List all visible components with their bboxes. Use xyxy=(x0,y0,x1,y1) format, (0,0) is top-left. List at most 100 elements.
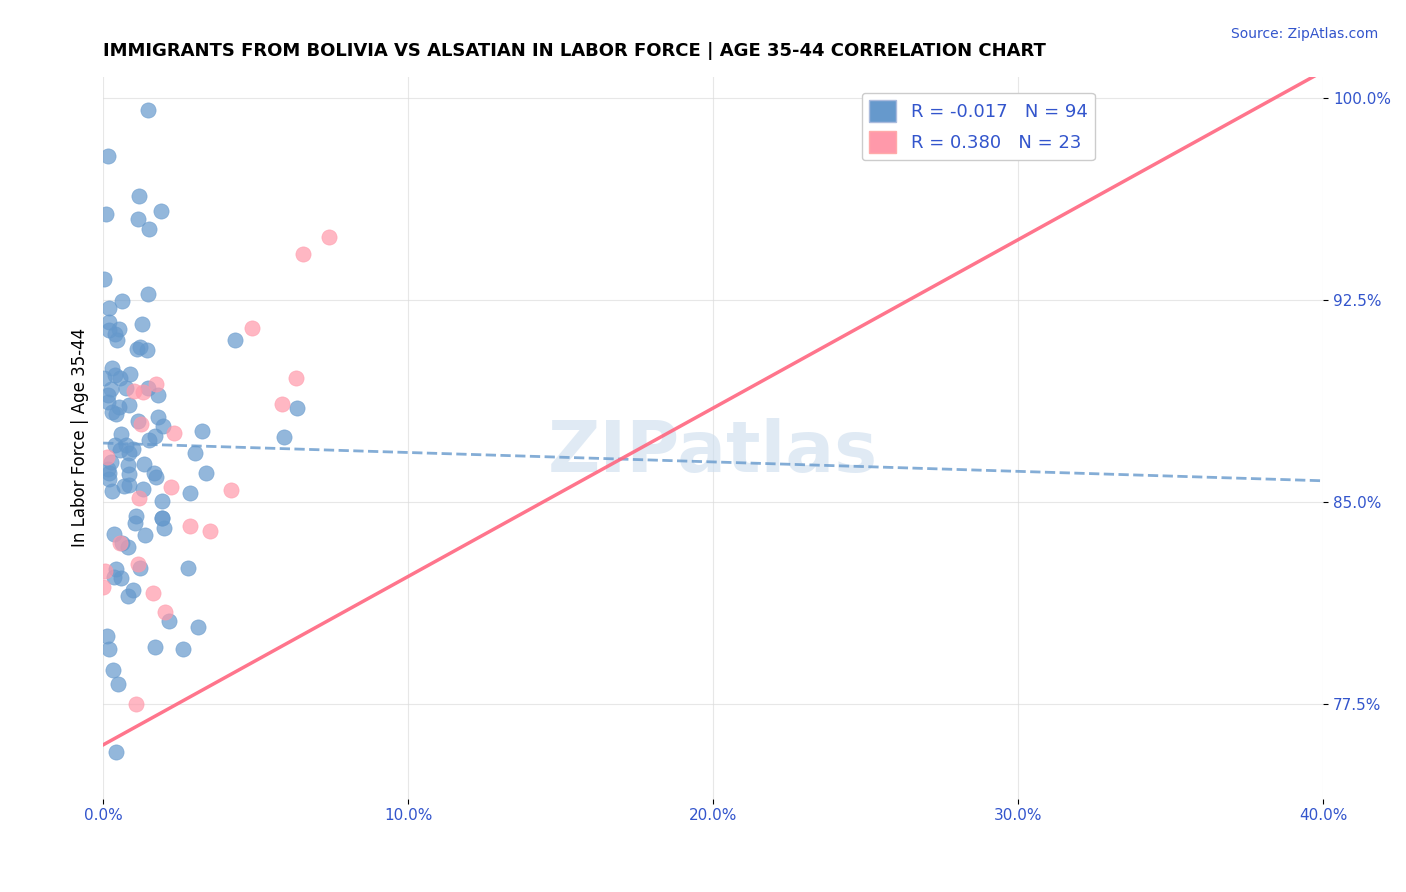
Point xyxy=(138,434,160,448)
Point xyxy=(96,395,118,409)
Point xyxy=(146,409,169,424)
Point xyxy=(136,103,159,117)
Point xyxy=(152,419,174,434)
Point xyxy=(98,301,121,316)
Point xyxy=(124,384,146,398)
Point xyxy=(128,561,150,575)
Point xyxy=(104,745,127,759)
Point xyxy=(159,479,181,493)
Point xyxy=(138,222,160,236)
Point xyxy=(127,211,149,226)
Point xyxy=(143,640,166,654)
Point xyxy=(122,846,145,860)
Point xyxy=(145,470,167,484)
Point xyxy=(285,401,308,416)
Point xyxy=(179,519,201,533)
Point xyxy=(98,466,121,480)
Point xyxy=(128,491,150,505)
Point xyxy=(103,526,125,541)
Point xyxy=(94,207,117,221)
Text: Source: ZipAtlas.com: Source: ZipAtlas.com xyxy=(1230,27,1378,41)
Point xyxy=(97,461,120,475)
Point xyxy=(111,536,134,550)
Point xyxy=(118,446,141,460)
Point xyxy=(153,605,176,619)
Point xyxy=(184,446,207,460)
Point xyxy=(118,368,141,382)
Point xyxy=(194,467,217,481)
Point xyxy=(145,429,167,443)
Point xyxy=(224,333,246,347)
Point xyxy=(117,467,139,481)
Text: ZIPatlas: ZIPatlas xyxy=(548,417,879,487)
Point xyxy=(105,561,128,575)
Point xyxy=(115,381,138,395)
Point xyxy=(97,149,120,163)
Point xyxy=(131,317,153,331)
Point xyxy=(150,511,173,525)
Point xyxy=(115,438,138,452)
Point xyxy=(145,376,167,391)
Point xyxy=(150,494,173,508)
Point xyxy=(104,438,127,452)
Point xyxy=(96,450,118,464)
Point xyxy=(271,397,294,411)
Point xyxy=(104,368,127,382)
Point xyxy=(124,516,146,531)
Point xyxy=(117,458,139,472)
Point xyxy=(108,535,131,549)
Point xyxy=(122,582,145,597)
Point xyxy=(125,342,148,356)
Point xyxy=(111,293,134,308)
Point xyxy=(191,424,214,438)
Point xyxy=(100,360,122,375)
Point xyxy=(108,400,131,414)
Point xyxy=(101,483,124,498)
Point xyxy=(101,405,124,419)
Point xyxy=(163,426,186,441)
Point xyxy=(93,271,115,285)
Y-axis label: In Labor Force | Age 35-44: In Labor Force | Age 35-44 xyxy=(72,328,89,547)
Point xyxy=(97,388,120,402)
Point xyxy=(93,580,115,594)
Point xyxy=(105,333,128,347)
Legend: R = -0.017   N = 94, R = 0.380   N = 23: R = -0.017 N = 94, R = 0.380 N = 23 xyxy=(862,93,1095,161)
Point xyxy=(153,521,176,535)
Point xyxy=(136,381,159,395)
Point xyxy=(97,315,120,329)
Point xyxy=(187,619,209,633)
Point xyxy=(150,511,173,525)
Point xyxy=(97,642,120,657)
Point xyxy=(108,371,131,385)
Point xyxy=(117,589,139,603)
Point xyxy=(96,629,118,643)
Point xyxy=(179,486,201,500)
Point xyxy=(110,442,132,457)
Point xyxy=(100,382,122,396)
Point xyxy=(110,427,132,442)
Point xyxy=(135,807,157,822)
Point xyxy=(100,455,122,469)
Point xyxy=(104,408,127,422)
Point xyxy=(176,560,198,574)
Point xyxy=(117,540,139,554)
Point xyxy=(104,327,127,342)
Point xyxy=(101,663,124,677)
Point xyxy=(103,570,125,584)
Point xyxy=(110,571,132,585)
Point xyxy=(94,564,117,578)
Point xyxy=(134,457,156,471)
Point xyxy=(122,442,145,456)
Point xyxy=(284,371,307,385)
Point xyxy=(132,482,155,496)
Point xyxy=(273,430,295,444)
Point xyxy=(107,321,129,335)
Point xyxy=(157,614,180,628)
Point xyxy=(93,371,115,385)
Point xyxy=(142,466,165,480)
Point xyxy=(136,287,159,301)
Point xyxy=(135,343,157,357)
Point xyxy=(98,473,121,487)
Point xyxy=(200,524,222,538)
Point xyxy=(146,388,169,402)
